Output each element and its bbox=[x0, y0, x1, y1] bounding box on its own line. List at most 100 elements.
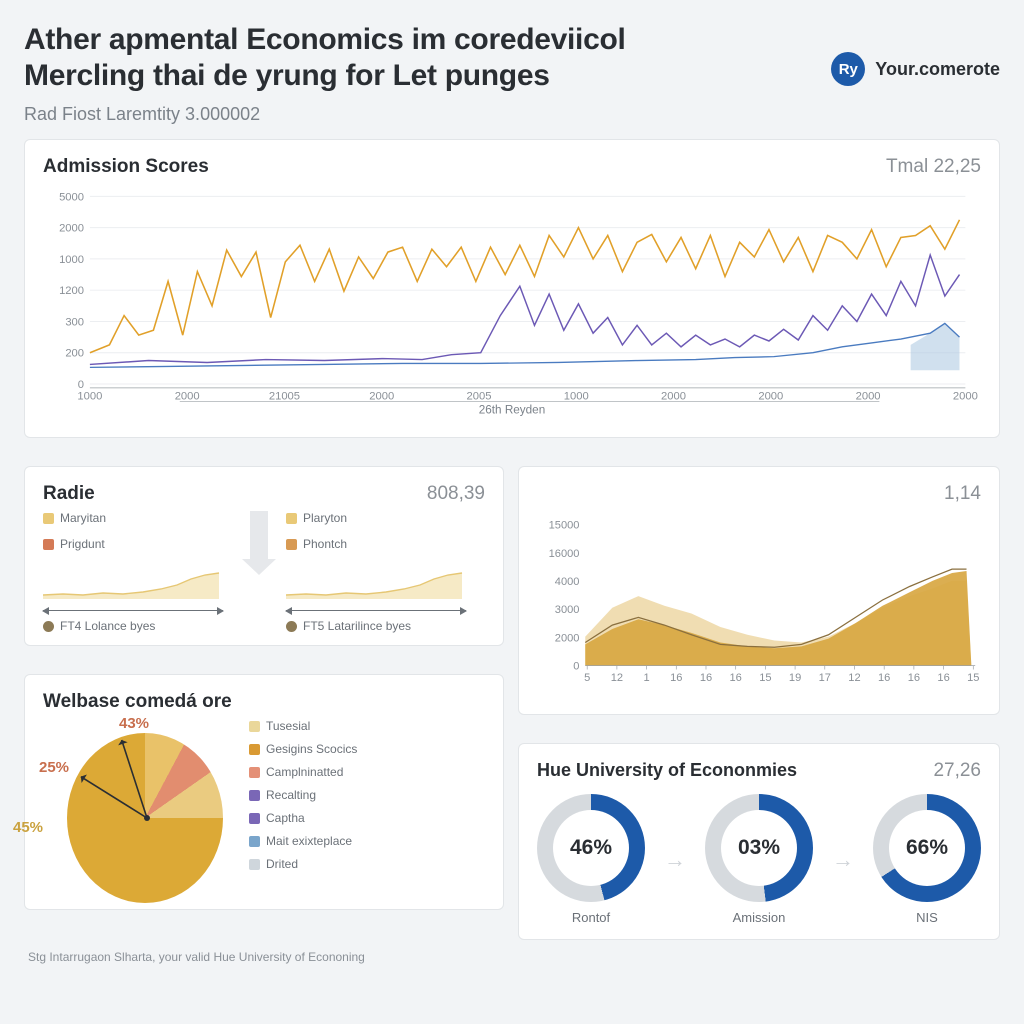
svg-text:16: 16 bbox=[670, 672, 682, 684]
down-arrow-icon bbox=[242, 511, 276, 575]
hue-value: 27,26 bbox=[933, 760, 981, 782]
svg-text:26th Reyden: 26th Reyden bbox=[479, 403, 545, 416]
svg-text:1: 1 bbox=[644, 672, 650, 684]
arrow-right-icon: → bbox=[832, 847, 854, 873]
swatch-icon bbox=[249, 813, 260, 824]
svg-text:2000: 2000 bbox=[175, 391, 200, 403]
area-chart: 15000160004000300020000 5121161616151917… bbox=[537, 505, 981, 695]
legend-label: Mait exixteplace bbox=[266, 834, 352, 848]
area-chart-card: 1,14 15000160004000300020000 51211616161… bbox=[518, 466, 1000, 715]
svg-text:200: 200 bbox=[65, 348, 84, 360]
svg-text:2005: 2005 bbox=[467, 391, 492, 403]
svg-text:1000: 1000 bbox=[564, 391, 589, 403]
page-title: Ather apmental Economics im coredeviicol… bbox=[24, 22, 626, 94]
swatch-icon bbox=[249, 767, 260, 778]
radie-value: 808,39 bbox=[427, 483, 485, 505]
radie-right-sparkline bbox=[286, 565, 466, 599]
legend-item: Captha bbox=[249, 811, 357, 825]
legend-item: Mait exixteplace bbox=[249, 834, 357, 848]
svg-text:16: 16 bbox=[730, 672, 742, 684]
svg-text:5000: 5000 bbox=[59, 191, 84, 203]
legend-item: Maryitan bbox=[43, 511, 242, 525]
svg-text:300: 300 bbox=[65, 316, 84, 328]
svg-text:2000: 2000 bbox=[59, 223, 84, 235]
legend-item: Recalting bbox=[249, 788, 357, 802]
svg-text:2000: 2000 bbox=[856, 391, 881, 403]
swatch-icon bbox=[249, 721, 260, 732]
legend-item: Gesigins Scocics bbox=[249, 742, 357, 756]
pie-slice-label: 25% bbox=[39, 759, 69, 776]
legend-label: Camplninatted bbox=[266, 765, 343, 779]
donut-stat: 66% NIS bbox=[873, 794, 981, 925]
legend-item: Plaryton bbox=[286, 511, 485, 525]
svg-text:15000: 15000 bbox=[549, 520, 580, 532]
hue-card: Hue University of Econonmies 27,26 46% Ro… bbox=[518, 743, 1000, 940]
brand-name: Your.comerote bbox=[875, 59, 1000, 80]
legend-label: Prigdunt bbox=[60, 537, 105, 551]
brand-lockup[interactable]: Ry Your.comerote bbox=[831, 52, 1000, 86]
legend-item: Drited bbox=[249, 857, 357, 871]
legend-label: Maryitan bbox=[60, 511, 106, 525]
svg-text:2000: 2000 bbox=[758, 391, 783, 403]
title-line-1: Ather apmental Economics im coredeviicol bbox=[24, 23, 626, 56]
radie-title: Radie bbox=[43, 483, 95, 505]
svg-text:16: 16 bbox=[700, 672, 712, 684]
legend-item: Prigdunt bbox=[43, 537, 242, 551]
donut-caption: Rontof bbox=[537, 910, 645, 925]
swatch-icon bbox=[43, 539, 54, 550]
header: Ather apmental Economics im coredeviicol… bbox=[24, 22, 1000, 125]
donut-caption: Amission bbox=[705, 910, 813, 925]
welbase-pie-chart: 25%43%45% bbox=[43, 713, 233, 903]
swatch-icon bbox=[286, 513, 297, 524]
donut-stat: 46% Rontof bbox=[537, 794, 645, 925]
radie-right-footnote: FT5 Latarilince byes bbox=[303, 619, 411, 633]
donut-ring-icon: 66% bbox=[873, 794, 981, 902]
swatch-icon bbox=[249, 836, 260, 847]
area-chart-value: 1,14 bbox=[944, 483, 981, 505]
donut-pct: 03% bbox=[705, 794, 813, 902]
legend-label: Recalting bbox=[266, 788, 316, 802]
page-subtitle: Rad Fiost Laremtity 3.000002 bbox=[24, 104, 626, 125]
double-arrow-icon bbox=[286, 610, 466, 611]
svg-text:12: 12 bbox=[848, 672, 860, 684]
dot-icon bbox=[43, 621, 54, 632]
arrow-right-icon: → bbox=[664, 847, 686, 873]
svg-text:16: 16 bbox=[937, 672, 949, 684]
donut-stat: 03% Amission bbox=[705, 794, 813, 925]
donut-ring-icon: 03% bbox=[705, 794, 813, 902]
donut-pct: 46% bbox=[537, 794, 645, 902]
admission-scores-title: Admission Scores bbox=[43, 156, 209, 178]
admission-scores-value: Tmal 22,25 bbox=[886, 156, 981, 178]
svg-text:2000: 2000 bbox=[555, 632, 580, 644]
radie-left-footnote: FT4 Lolance byes bbox=[60, 619, 155, 633]
legend-item: Camplninatted bbox=[249, 765, 357, 779]
legend-label: Plaryton bbox=[303, 511, 347, 525]
footer-text: Stg Intarrugaon Slharta, your valid Hue … bbox=[24, 950, 1000, 964]
legend-label: Captha bbox=[266, 811, 305, 825]
svg-text:15: 15 bbox=[967, 672, 979, 684]
legend-label: Gesigins Scocics bbox=[266, 742, 357, 756]
swatch-icon bbox=[249, 790, 260, 801]
legend-item: Phontch bbox=[286, 537, 485, 551]
legend-label: Phontch bbox=[303, 537, 347, 551]
swatch-icon bbox=[286, 539, 297, 550]
svg-text:5: 5 bbox=[584, 672, 590, 684]
admission-line-chart: 50002000100012003002000 1000200021005200… bbox=[43, 178, 981, 418]
svg-text:0: 0 bbox=[573, 660, 579, 672]
legend-label: Drited bbox=[266, 857, 298, 871]
svg-text:17: 17 bbox=[819, 672, 831, 684]
double-arrow-icon bbox=[43, 610, 223, 611]
pie-slice-label: 45% bbox=[13, 819, 43, 836]
swatch-icon bbox=[249, 859, 260, 870]
radie-card: Radie 808,39 Maryitan Prigdunt bbox=[24, 466, 504, 646]
svg-text:2000: 2000 bbox=[369, 391, 394, 403]
donut-pct: 66% bbox=[873, 794, 981, 902]
donut-caption: NIS bbox=[873, 910, 981, 925]
swatch-icon bbox=[249, 744, 260, 755]
title-line-2: Mercling thai de yrung for Let punges bbox=[24, 59, 550, 92]
dot-icon bbox=[286, 621, 297, 632]
swatch-icon bbox=[43, 513, 54, 524]
hue-title: Hue University of Econonmies bbox=[537, 760, 797, 781]
brand-logo-icon: Ry bbox=[831, 52, 865, 86]
svg-text:16000: 16000 bbox=[549, 548, 580, 560]
